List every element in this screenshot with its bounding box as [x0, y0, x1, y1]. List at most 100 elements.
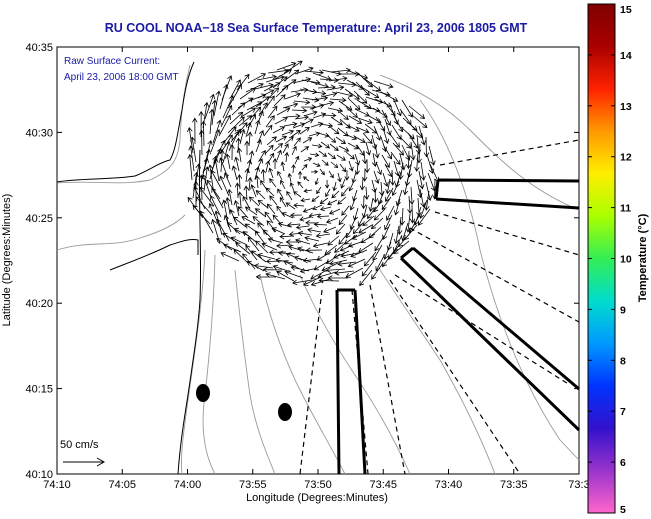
current-vector — [304, 235, 320, 242]
current-vector — [250, 184, 257, 198]
colorbar-label: Temperature (°C) — [637, 213, 649, 302]
current-vector — [340, 252, 359, 259]
current-vector — [222, 95, 234, 119]
depth-contour-2 — [259, 274, 346, 475]
current-vector — [254, 82, 274, 90]
current-vector — [231, 165, 238, 181]
current-vector — [382, 127, 390, 144]
current-vector — [256, 74, 277, 81]
current-vector — [353, 135, 366, 143]
current-vector — [363, 251, 377, 267]
current-vector — [407, 195, 413, 214]
current-vector — [230, 236, 248, 246]
current-vector — [325, 217, 339, 224]
current-vector — [291, 145, 297, 156]
current-vector — [373, 208, 386, 221]
current-vector — [371, 262, 384, 280]
current-vector — [233, 199, 240, 217]
current-vector — [236, 147, 243, 163]
current-vector — [324, 179, 330, 189]
current-vector — [266, 136, 277, 146]
current-vector — [216, 218, 230, 242]
colorbar-tick-label: 14 — [620, 50, 632, 62]
current-vector — [417, 208, 431, 226]
current-vector — [271, 227, 286, 235]
coastline-inner — [109, 239, 199, 271]
current-vector — [199, 186, 215, 207]
current-vector — [238, 115, 253, 127]
current-vector — [203, 166, 210, 192]
current-vector — [257, 89, 275, 99]
current-vector — [299, 126, 310, 135]
current-vector — [266, 220, 277, 233]
current-vector — [347, 142, 359, 150]
current-vector — [338, 145, 350, 152]
x-tick-label: 74:05 — [108, 479, 136, 491]
current-vector — [312, 242, 329, 249]
current-vector — [315, 232, 331, 239]
current-vector — [276, 270, 295, 282]
current-vector — [262, 267, 283, 273]
current-vector — [344, 234, 358, 245]
current-vector — [281, 79, 297, 91]
current-vector — [373, 80, 394, 89]
current-vector — [303, 188, 313, 193]
current-vector — [277, 170, 283, 181]
current-vector — [351, 231, 367, 240]
depth-contour-4 — [379, 269, 496, 475]
current-vector — [244, 140, 250, 155]
current-vector — [206, 179, 221, 200]
current-vector — [431, 178, 438, 200]
current-vector — [341, 187, 349, 197]
current-vector — [325, 267, 346, 273]
current-vector — [318, 150, 328, 157]
current-vector — [333, 250, 350, 259]
current-vector — [335, 91, 354, 98]
current-vector — [210, 169, 223, 191]
current-vector-field — [187, 60, 440, 287]
current-vector — [223, 172, 232, 188]
current-vector — [267, 68, 289, 74]
current-vector — [264, 95, 275, 110]
current-vector — [330, 161, 339, 168]
colorbar-tick-label: 13 — [620, 101, 632, 113]
current-vector — [300, 197, 311, 203]
current-vector — [265, 258, 285, 265]
current-vector — [324, 244, 338, 256]
colorbar-tick-label: 10 — [620, 254, 632, 266]
current-vector — [339, 163, 347, 173]
current-vector — [319, 197, 329, 204]
current-vector — [279, 196, 287, 208]
current-vector — [386, 205, 395, 221]
y-tick-label: 40:25 — [25, 213, 53, 225]
current-vector — [288, 245, 305, 252]
current-vector — [339, 118, 351, 129]
current-vector — [385, 178, 391, 195]
current-vector — [293, 137, 301, 147]
current-vector — [329, 97, 347, 103]
current-vector — [247, 131, 253, 147]
current-vector — [299, 216, 312, 222]
current-vector — [204, 93, 215, 120]
current-vector — [237, 97, 254, 109]
current-vector — [276, 243, 293, 249]
current-vector — [261, 242, 278, 251]
current-vector — [297, 181, 304, 189]
current-vector — [275, 135, 288, 143]
colorbar-tick-label: 9 — [620, 304, 626, 316]
lane-dashed-4 — [394, 274, 571, 386]
current-vector — [286, 222, 301, 228]
current-vector — [384, 214, 393, 231]
current-vector — [401, 144, 411, 161]
current-vector — [409, 186, 415, 205]
current-vector — [311, 143, 323, 149]
current-vector — [272, 76, 288, 89]
current-vector — [282, 143, 289, 154]
current-vector — [360, 195, 367, 210]
current-vector — [328, 76, 348, 82]
current-vector — [279, 233, 295, 240]
current-vector — [230, 128, 242, 143]
current-vector — [312, 204, 323, 210]
annotation-line-1: Raw Surface Current: — [64, 56, 160, 67]
